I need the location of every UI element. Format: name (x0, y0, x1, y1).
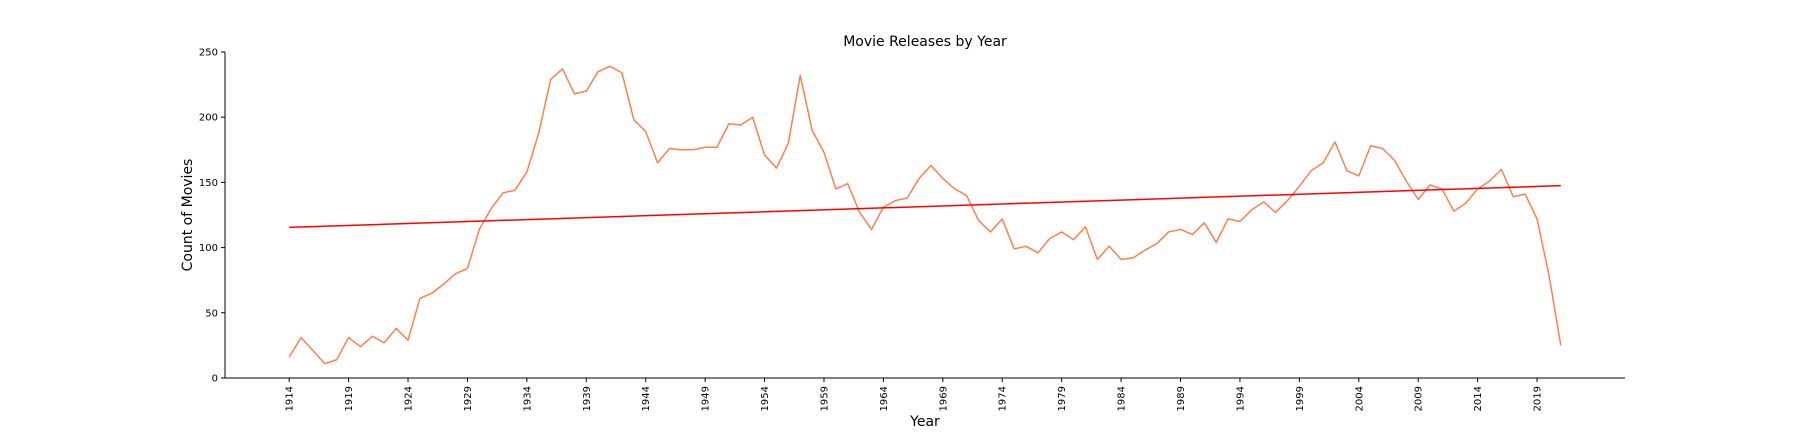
x-tick-label: 1999 (1295, 386, 1306, 411)
x-tick-label: 1949 (701, 386, 712, 411)
x-axis: 1914 1919 1924 1929 1934 1939 1944 1949 1954 1959… (225, 377, 1625, 411)
x-tick-label: 1914 (285, 386, 296, 411)
x-tick-label: 2014 (1473, 386, 1484, 411)
x-tick-label: 2019 (1533, 386, 1544, 411)
x-axis-title: Year (909, 414, 940, 430)
x-tick-label: 1929 (463, 386, 474, 411)
y-tick-label: 250 (199, 48, 218, 59)
y-tick-label: 200 (199, 113, 218, 124)
y-tick-label: 100 (199, 243, 218, 254)
x-tick-label: 1939 (582, 386, 593, 411)
trend-line (289, 184, 1561, 229)
x-tick-label: 1984 (1117, 386, 1128, 411)
x-tick-label: 2004 (1354, 386, 1365, 411)
x-tick-label: 1934 (522, 386, 533, 411)
plot-area (288, 65, 1562, 365)
x-tick-label: 1954 (760, 386, 771, 411)
x-tick-label: 1969 (938, 386, 949, 411)
movie-count-line (288, 65, 1562, 365)
y-tick-label: 0 (212, 374, 218, 385)
chart-title: Movie Releases by Year (843, 34, 1007, 50)
y-tick-label: 150 (199, 178, 218, 189)
x-tick-label: 1974 (998, 386, 1009, 411)
x-tick-label: 1994 (1235, 386, 1246, 411)
y-axis-title: Count of Movies (180, 159, 196, 272)
y-axis: 0 50 100 150 200 250 (199, 48, 226, 385)
x-tick-label: 1989 (1176, 386, 1187, 411)
x-tick-label: 2009 (1414, 386, 1425, 411)
x-tick-label: 1919 (344, 386, 355, 411)
x-tick-label: 1959 (819, 386, 830, 411)
x-tick-label: 1964 (879, 386, 890, 411)
x-tick-label: 1944 (641, 386, 652, 411)
y-tick-label: 50 (205, 308, 218, 319)
x-tick-label: 1979 (1057, 386, 1068, 411)
x-tick-label: 1924 (404, 386, 415, 411)
